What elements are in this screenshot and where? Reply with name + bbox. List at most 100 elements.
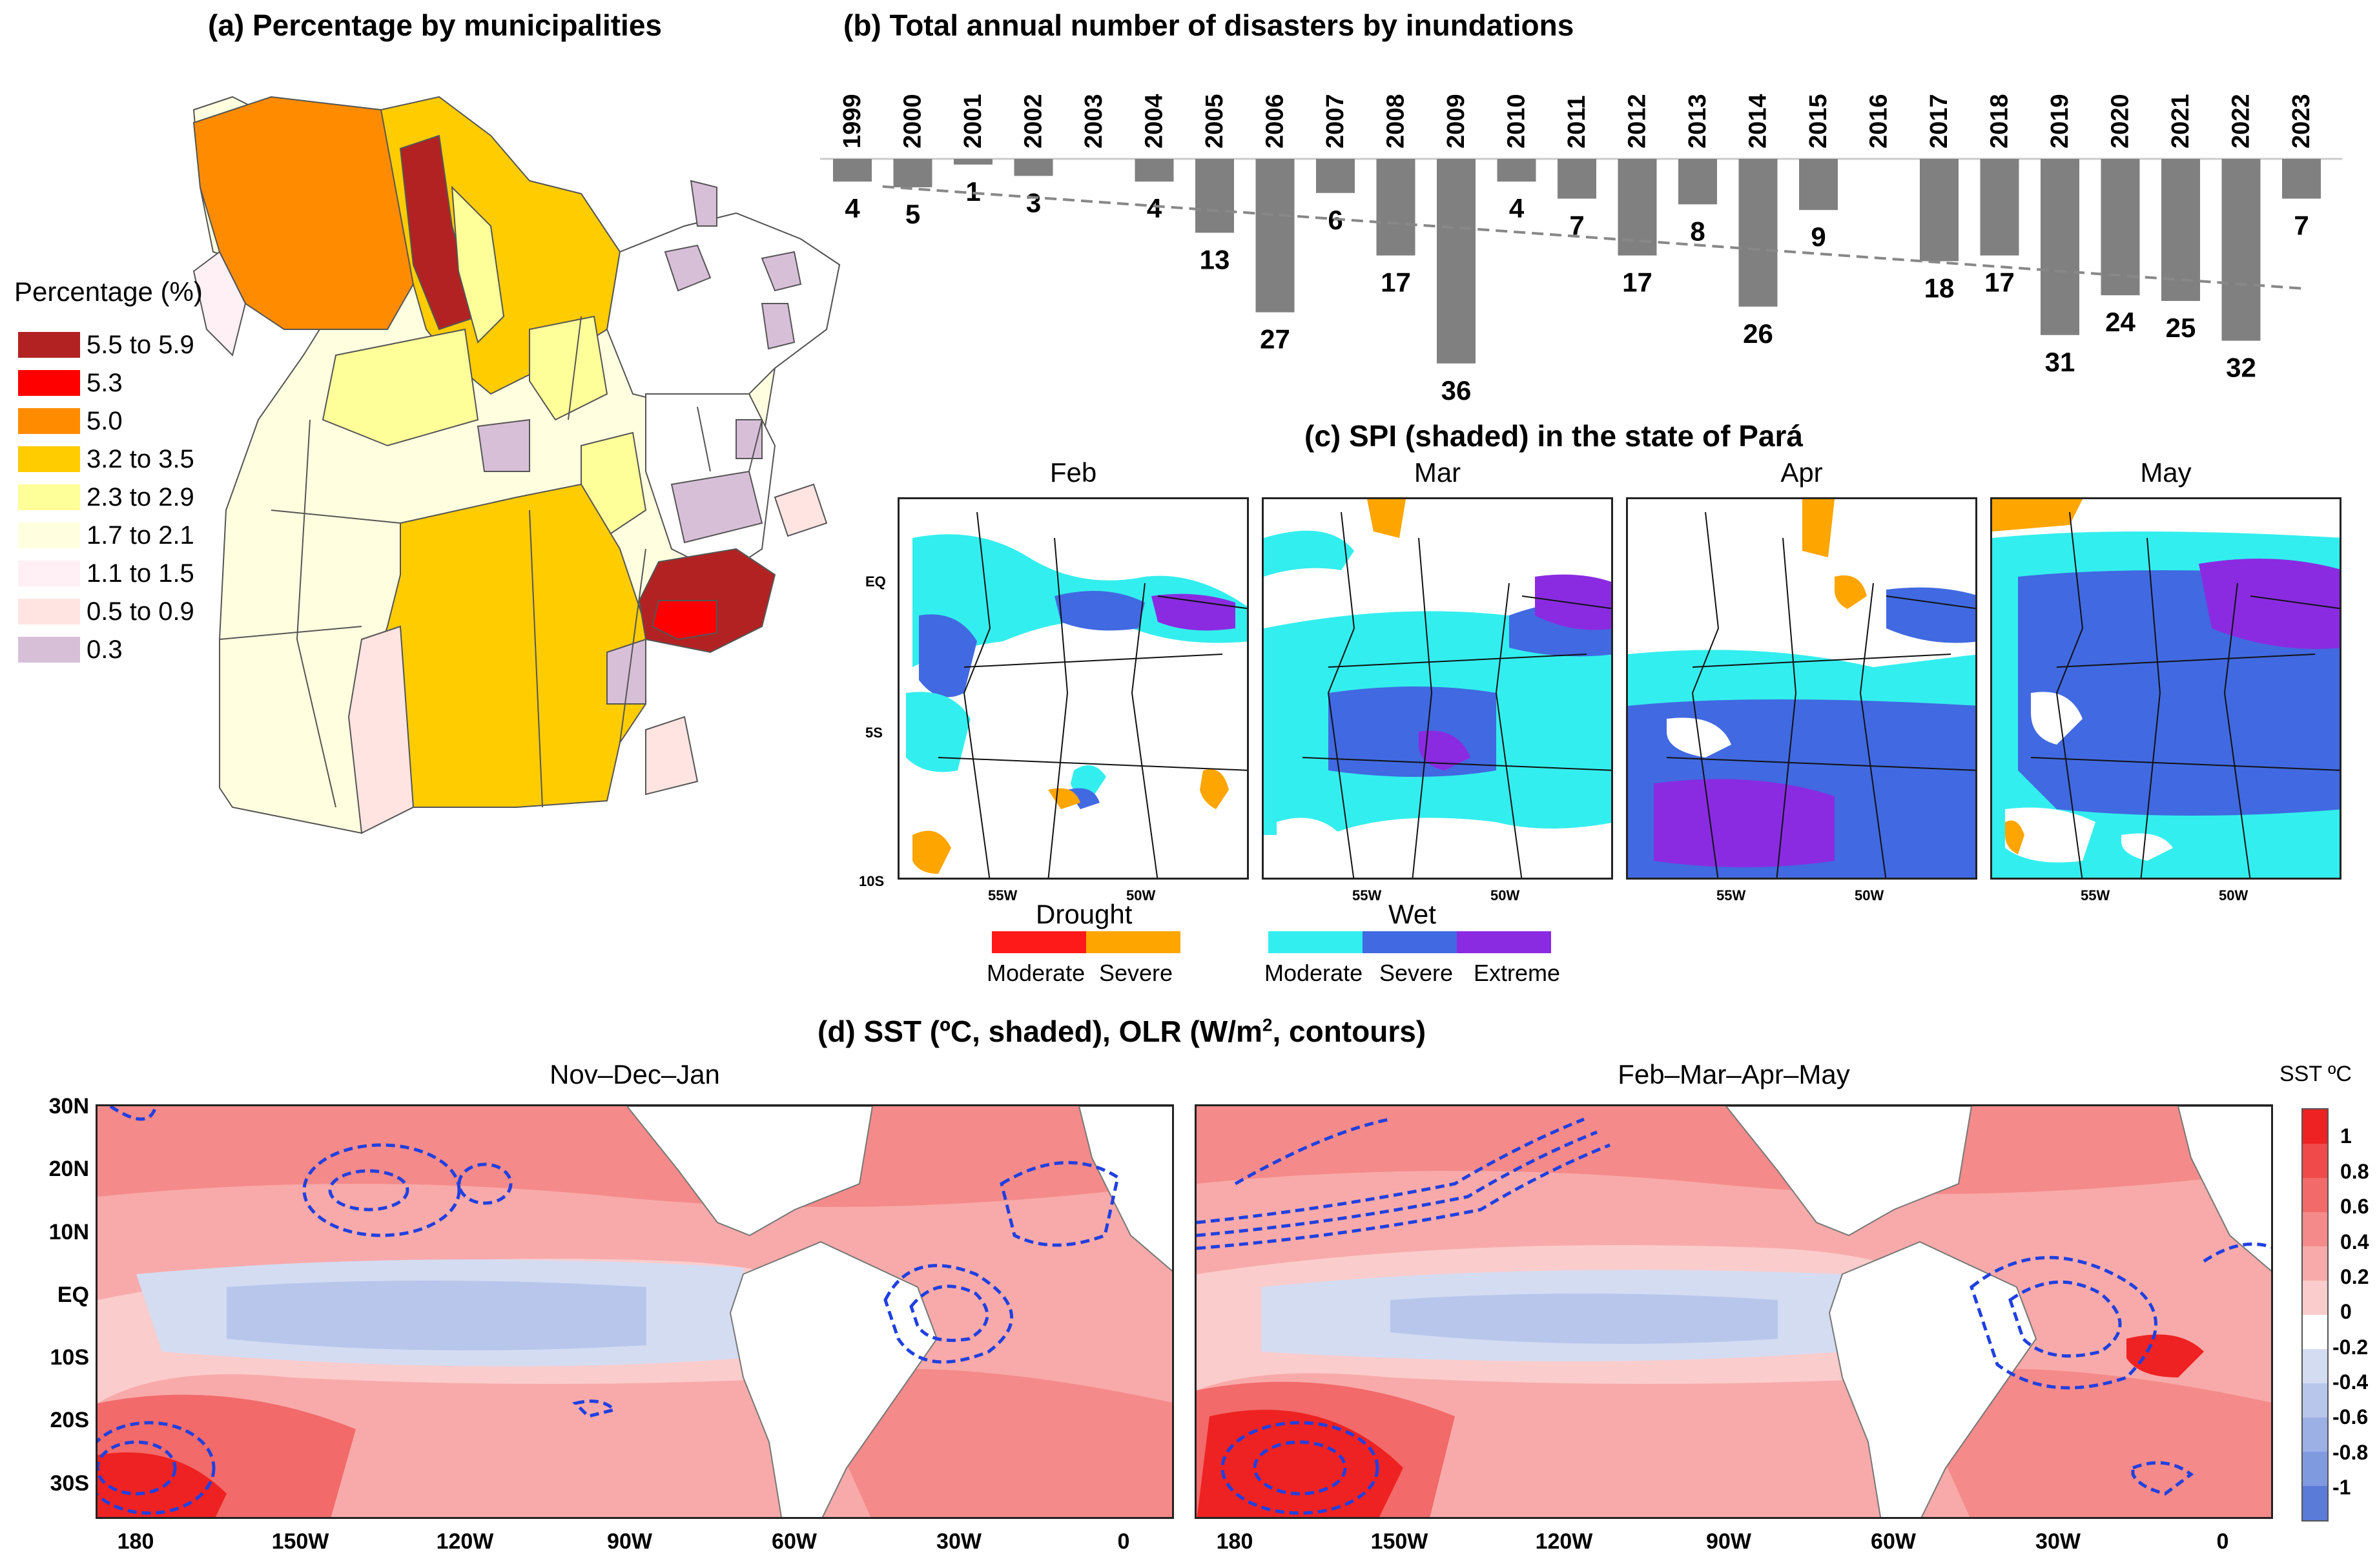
year-tick-label: 2016: [1866, 94, 1893, 149]
year-tick-label: 2017: [1926, 94, 1953, 149]
legend-swatch: [18, 561, 80, 586]
disaster-bar: [1376, 159, 1415, 256]
bar-value-label: 4: [1147, 193, 1162, 223]
sst-map-fmam: [1195, 1104, 2273, 1519]
disaster-bar: [1135, 159, 1174, 182]
year-tick-label: 2022: [2228, 94, 2255, 149]
spi-lat-5s: 5S: [865, 725, 883, 741]
spi-lon-55w-3: 55W: [1716, 887, 1746, 903]
legend-item: 0.5 to 0.9: [18, 597, 194, 626]
disaster-bar: [2041, 159, 2079, 335]
panel-a-title: (a) Percentage by municipalities: [208, 8, 663, 42]
wet-extreme-label: Extreme: [1474, 960, 1561, 986]
para-municipality-map: [192, 96, 841, 834]
legend-item: 5.5 to 5.9: [18, 331, 194, 359]
bar-value-label: 17: [1984, 267, 2015, 298]
spi-map-may: [1990, 497, 2341, 880]
year-tick-label: 2010: [1503, 94, 1530, 149]
bar-value-label: 36: [1441, 375, 1472, 406]
colorbar-tick-label: 0.2: [2340, 1264, 2369, 1288]
sst-lon-label: 0: [2216, 1529, 2229, 1554]
legend-swatch: [18, 484, 80, 510]
spi-month-mar: Mar: [1414, 457, 1461, 488]
spi-month-feb: Feb: [1049, 457, 1097, 488]
year-tick-label: 2002: [1020, 94, 1047, 149]
spi-lat-eq: EQ: [865, 573, 886, 590]
legend-item: 5.0: [18, 407, 123, 435]
colorbar-tick-label: -1: [2332, 1476, 2351, 1500]
colorbar-tick-label: -0.4: [2332, 1370, 2369, 1394]
bar-value-label: 1: [965, 176, 980, 207]
year-tick-label: 2007: [1322, 94, 1349, 149]
disaster-bar: [893, 159, 932, 187]
year-tick-label: 1999: [839, 94, 866, 149]
bar-value-label: 8: [1690, 216, 1705, 246]
legend-label: 0.3: [87, 635, 123, 664]
bar-value-label: 17: [1622, 267, 1652, 298]
colorbar-tick-label: -0.2: [2332, 1335, 2369, 1359]
sst-lon-label: 60W: [1871, 1529, 1916, 1554]
bar-value-label: 27: [1260, 324, 1290, 355]
year-tick-label: 2013: [1684, 94, 1711, 149]
panel-b-title: (b) Total annual number of disasters by …: [843, 8, 1574, 42]
wet-severe-swatch: [1363, 931, 1457, 953]
legend-item: 0.3: [18, 635, 123, 664]
year-tick-label: 2014: [1745, 94, 1772, 149]
bar-value-label: 4: [845, 193, 860, 223]
bar-value-label: 5: [905, 199, 920, 229]
legend-swatch: [18, 408, 80, 434]
disaster-bar: [1497, 159, 1536, 182]
bar-value-label: 31: [2045, 347, 2075, 377]
wet-moderate-label: Moderate: [1264, 960, 1363, 986]
wet-severe-label: Severe: [1379, 960, 1454, 986]
drought-severe-label: Severe: [1099, 960, 1173, 986]
spi-month-may: May: [2140, 457, 2192, 488]
spi-lon-50w-1: 50W: [1126, 887, 1156, 903]
legend-swatch: [18, 599, 80, 624]
year-tick-label: 2019: [2046, 94, 2073, 149]
legend-title: Percentage (%): [14, 276, 203, 307]
sst-lon-label: 30W: [2035, 1529, 2081, 1554]
disaster-bar: [2282, 159, 2321, 199]
sst-lat-label: 20S: [50, 1408, 90, 1433]
spi-lon-50w-4: 50W: [2219, 887, 2248, 903]
spi-lon-55w-4: 55W: [2081, 887, 2110, 903]
sst-lat-label: 30N: [48, 1094, 89, 1119]
sst-lon-label: 120W: [436, 1529, 494, 1554]
legend-label: 0.5 to 0.9: [87, 597, 194, 626]
colorbar-tick-label: -0.6: [2332, 1405, 2369, 1429]
legend-label: 5.5 to 5.9: [87, 330, 194, 359]
legend-item: 3.2 to 3.5: [18, 445, 194, 473]
colorbar-tick-label: -0.8: [2332, 1440, 2369, 1464]
bar-value-label: 4: [1509, 193, 1525, 223]
bar-value-label: 3: [1026, 187, 1041, 218]
spi-lon-55w-1: 55W: [988, 887, 1018, 903]
sst-lon-label: 30W: [936, 1529, 982, 1554]
sst-lat-label: 30S: [50, 1470, 90, 1496]
year-tick-label: 2009: [1443, 94, 1470, 149]
disaster-bar: [2161, 159, 2200, 301]
spi-lon-50w-2: 50W: [1490, 887, 1520, 903]
disaster-bar: [2101, 159, 2140, 296]
disaster-bar: [1980, 159, 2019, 256]
legend-swatch: [18, 446, 80, 472]
sst-lat-label: EQ: [57, 1282, 89, 1307]
year-tick-label: 2020: [2107, 94, 2134, 149]
sst-map-ndj-label: Nov–Dec–Jan: [550, 1059, 720, 1089]
colorbar-tick-label: 0.6: [2340, 1195, 2369, 1219]
sst-lat-label: 10S: [50, 1345, 90, 1370]
disaster-bar: [1014, 159, 1053, 176]
legend-swatch: [18, 522, 80, 548]
spi-lat-10s: 10S: [859, 873, 885, 889]
drought-legend-title: Drought: [1036, 899, 1133, 929]
bar-value-label: 25: [2166, 313, 2196, 343]
year-tick-label: 2023: [2288, 94, 2315, 149]
disaster-bar: [833, 159, 872, 182]
wet-moderate-swatch: [1268, 931, 1363, 953]
legend-swatch: [18, 370, 80, 396]
sst-lon-label: 150W: [1370, 1529, 1428, 1554]
disaster-bar: [1255, 159, 1295, 313]
colorbar-tick-label: 0.8: [2340, 1159, 2369, 1183]
drought-moderate-swatch: [992, 931, 1086, 953]
legend-item: 5.3: [18, 369, 123, 397]
